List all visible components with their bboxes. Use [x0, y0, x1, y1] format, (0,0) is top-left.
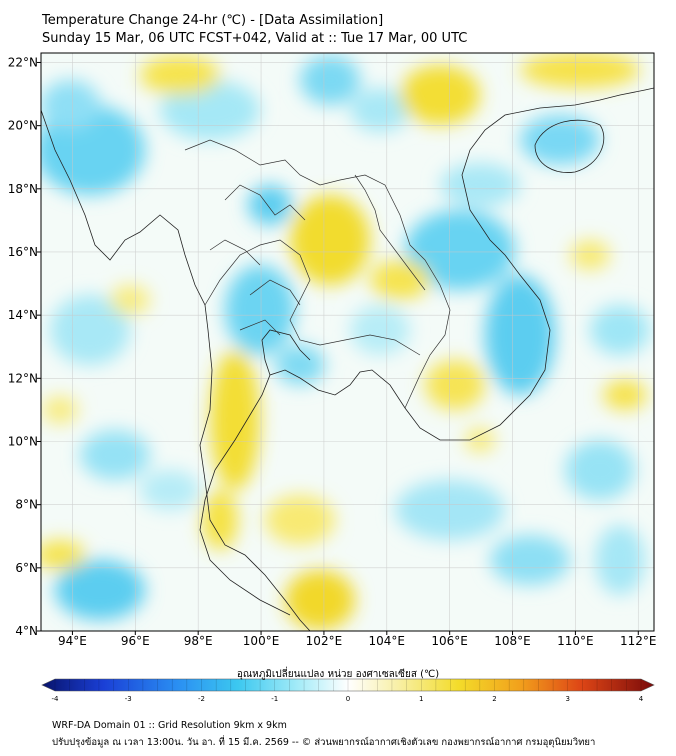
footer-model-info: WRF-DA Domain 01 :: Grid Resolution 9km …	[52, 720, 287, 731]
footer-credits: ปรับปรุงข้อมูล ณ เวลา 13:00น. วัน อา. ที…	[52, 737, 596, 748]
lon-tick-label: 102°E	[306, 634, 343, 648]
temperature-field	[41, 53, 654, 631]
colorbar-tick-label: 2	[492, 695, 496, 703]
lon-tick-label: 110°E	[557, 634, 594, 648]
colorbar-tick-label: 3	[566, 695, 570, 703]
colorbar-tick-label: 0	[346, 695, 350, 703]
borders	[184, 139, 451, 409]
lat-tick-label: 10°N	[8, 434, 38, 448]
lon-tick-labels: 94°E 96°E 98°E 100°E 102°E 104°E 106°E 108°E 110…	[58, 631, 657, 648]
map-subtitle: Sunday 15 Mar, 06 UTC FCST+042, Valid at…	[42, 31, 468, 46]
lat-tick-label: 4°N	[15, 624, 38, 638]
lon-tick-label: 94°E	[58, 634, 87, 648]
colorbar-tick-label: -4	[52, 695, 60, 703]
lat-tick-label: 6°N	[15, 561, 38, 575]
colorbar: -4 -3 -2 -1 0 1 2 3 4	[41, 678, 655, 703]
lat-tick-label: 18°N	[8, 182, 38, 196]
lon-tick-label: 112°E	[620, 634, 657, 648]
colorbar-label: อุณหภูมิเปลี่ยนแปลง หน่วย องศาเซลเซียส (…	[236, 669, 440, 680]
colorbar-tick-label: -3	[125, 695, 132, 703]
colorbar-ticks: -4 -3 -2 -1 0 1 2 3 4	[52, 679, 644, 703]
lat-lon-grid	[41, 53, 654, 632]
lat-tick-label: 22°N	[8, 55, 38, 69]
lon-tick-label: 104°E	[369, 634, 406, 648]
lat-tick-labels: 22°N 20°N 18°N 16°N 14°N 12°N 10°N 8°N 6°N 4°N	[8, 55, 41, 638]
lat-tick-label: 12°N	[8, 371, 38, 385]
map-title: Temperature Change 24-hr (℃) - [Data Ass…	[42, 13, 384, 28]
lon-tick-label: 96°E	[121, 634, 150, 648]
lat-tick-label: 8°N	[15, 498, 38, 512]
lon-tick-label: 106°E	[431, 634, 468, 648]
colorbar-tick-label: 1	[419, 695, 423, 703]
lat-tick-label: 16°N	[8, 245, 38, 259]
map-frame	[40, 52, 655, 632]
colorbar-scale	[41, 678, 655, 692]
lon-tick-label: 100°E	[243, 634, 280, 648]
lon-tick-label: 108°E	[494, 634, 531, 648]
lat-tick-label: 14°N	[8, 308, 38, 322]
lat-tick-label: 20°N	[8, 119, 38, 133]
colorbar-tick-label: -2	[198, 695, 205, 703]
colorbar-tick-label: -1	[271, 695, 278, 703]
colorbar-tick-label: 4	[639, 695, 644, 703]
lon-tick-label: 98°E	[184, 634, 213, 648]
